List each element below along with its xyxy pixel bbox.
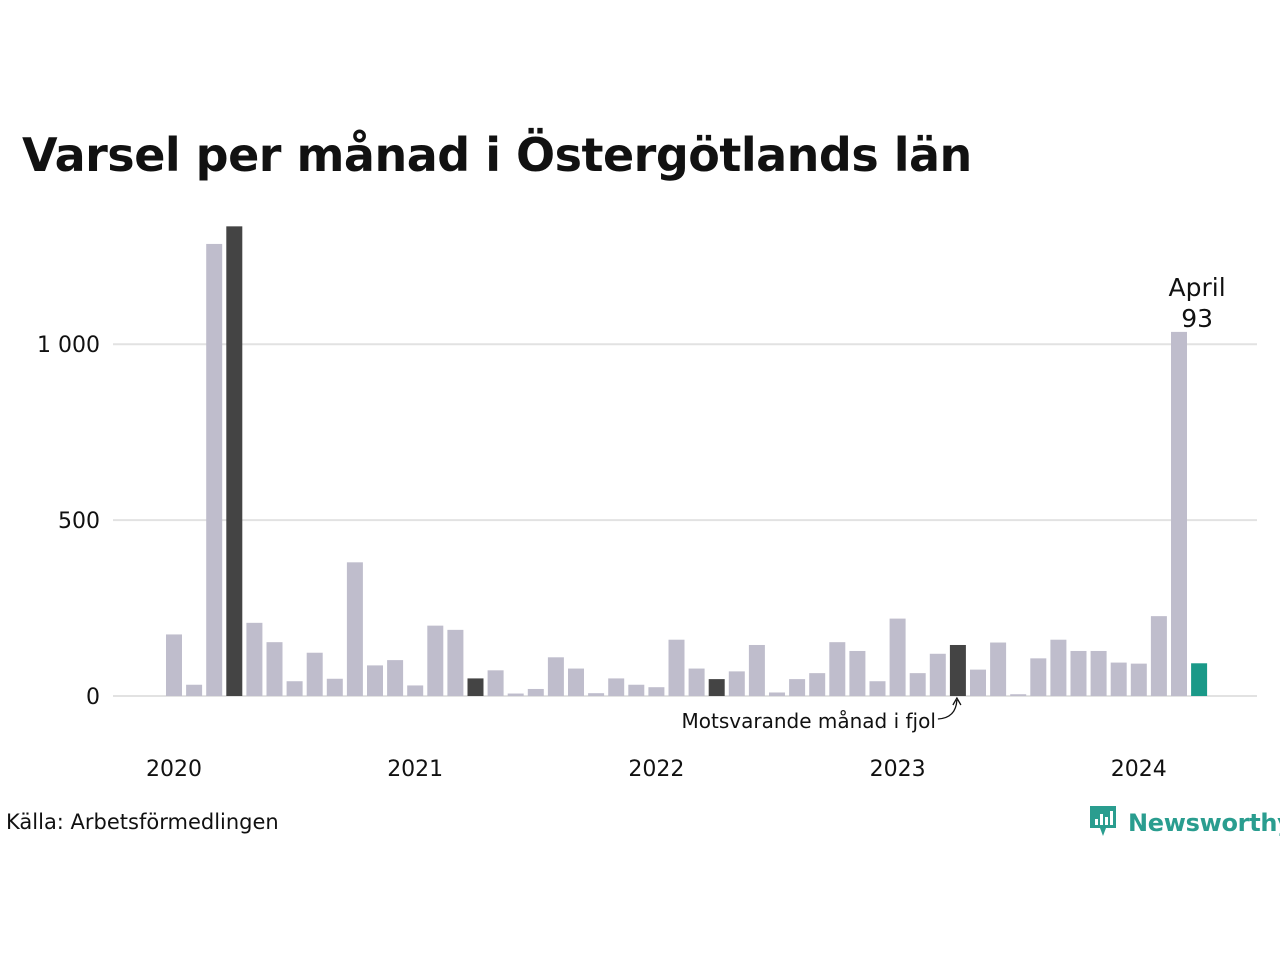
y-axis-ticks: 0 500 1 000 — [37, 333, 100, 710]
bar-2023-06 — [990, 642, 1007, 696]
bar-2021-06 — [507, 693, 524, 696]
bar-2020-07 — [286, 681, 303, 696]
bar-2020-11 — [367, 665, 383, 696]
bar-2022-04 — [708, 679, 725, 696]
x-tick-label: 2023 — [870, 757, 926, 782]
bar-2021-08 — [547, 657, 564, 696]
bar-2021-09 — [568, 668, 584, 696]
bar-2020-01 — [166, 634, 182, 696]
brand-logo[interactable]: Newsworthy — [1088, 804, 1280, 842]
bar-2024-02 — [1150, 616, 1167, 696]
bar-2024-04 — [1191, 663, 1208, 696]
y-tick-label: 500 — [58, 509, 100, 534]
bar-2021-01 — [407, 685, 424, 696]
bar-2023-05 — [970, 669, 986, 696]
bar-2020-10 — [346, 562, 363, 696]
bar-2021-07 — [527, 688, 544, 696]
bar-2023-08 — [1030, 658, 1047, 696]
bar-2021-05 — [487, 670, 504, 696]
bar-2022-07 — [769, 692, 785, 696]
chart-title: Varsel per månad i Östergötlands län — [22, 128, 972, 182]
bar-2022-02 — [668, 639, 685, 696]
bar-2023-07 — [1010, 694, 1027, 696]
annotation-arrow — [937, 699, 958, 720]
bar-2024-01 — [1130, 663, 1147, 696]
bar-2021-02 — [427, 625, 444, 696]
gridlines — [113, 343, 1257, 697]
bar-2020-06 — [266, 642, 283, 696]
bar-2022-06 — [748, 644, 765, 696]
x-tick-label: 2024 — [1111, 757, 1167, 782]
current-value-label: 93 — [1181, 304, 1213, 333]
x-axis-ticks: 2020 2021 2022 2023 2024 — [146, 757, 1167, 782]
bar-2022-05 — [728, 671, 745, 696]
x-tick-label: 2020 — [146, 757, 202, 782]
bar-2021-11 — [608, 678, 625, 696]
x-tick-label: 2022 — [628, 757, 684, 782]
bar-2021-10 — [588, 693, 605, 696]
bar-2020-02 — [186, 684, 203, 696]
bar-2023-03 — [929, 653, 946, 696]
current-month-label: April — [1169, 273, 1226, 302]
x-tick-label: 2021 — [387, 757, 443, 782]
last-year-annotation: Motsvarande månad i fjol — [682, 709, 936, 733]
bar-2023-09 — [1050, 639, 1067, 696]
bar-2020-12 — [387, 660, 404, 696]
bar-2022-03 — [688, 668, 705, 696]
bar-2020-08 — [306, 652, 323, 696]
bar-2022-11 — [849, 650, 866, 696]
bars — [166, 226, 1208, 697]
bar-2023-12 — [1110, 662, 1127, 696]
annotation-arrowhead — [952, 696, 962, 706]
bar-2022-10 — [829, 642, 846, 696]
bar-2023-04 — [949, 644, 966, 696]
source-note: Källa: Arbetsförmedlingen — [6, 810, 279, 834]
y-tick-label: 0 — [86, 685, 100, 710]
bar-2020-03 — [206, 243, 223, 696]
bar-2020-05 — [246, 622, 263, 696]
bar-2023-02 — [909, 673, 926, 696]
bar-2021-03 — [447, 629, 464, 696]
bar-2023-11 — [1090, 650, 1107, 696]
bar-2022-09 — [809, 673, 826, 696]
bar-2021-04 — [467, 678, 484, 696]
bar-2021-12 — [628, 684, 645, 696]
bar-2022-08 — [789, 679, 806, 696]
bar-2024-03 — [1171, 331, 1187, 696]
bar-2022-01 — [648, 687, 665, 696]
brand-name: Newsworthy — [1128, 809, 1280, 837]
bar-2023-10 — [1070, 650, 1087, 696]
y-tick-label: 1 000 — [37, 333, 100, 358]
bar-2023-01 — [889, 618, 906, 696]
bar-2022-12 — [869, 681, 886, 696]
bar-2020-04 — [226, 226, 243, 697]
newsworthy-logo-icon — [1088, 804, 1118, 842]
bar-2020-09 — [326, 678, 343, 696]
